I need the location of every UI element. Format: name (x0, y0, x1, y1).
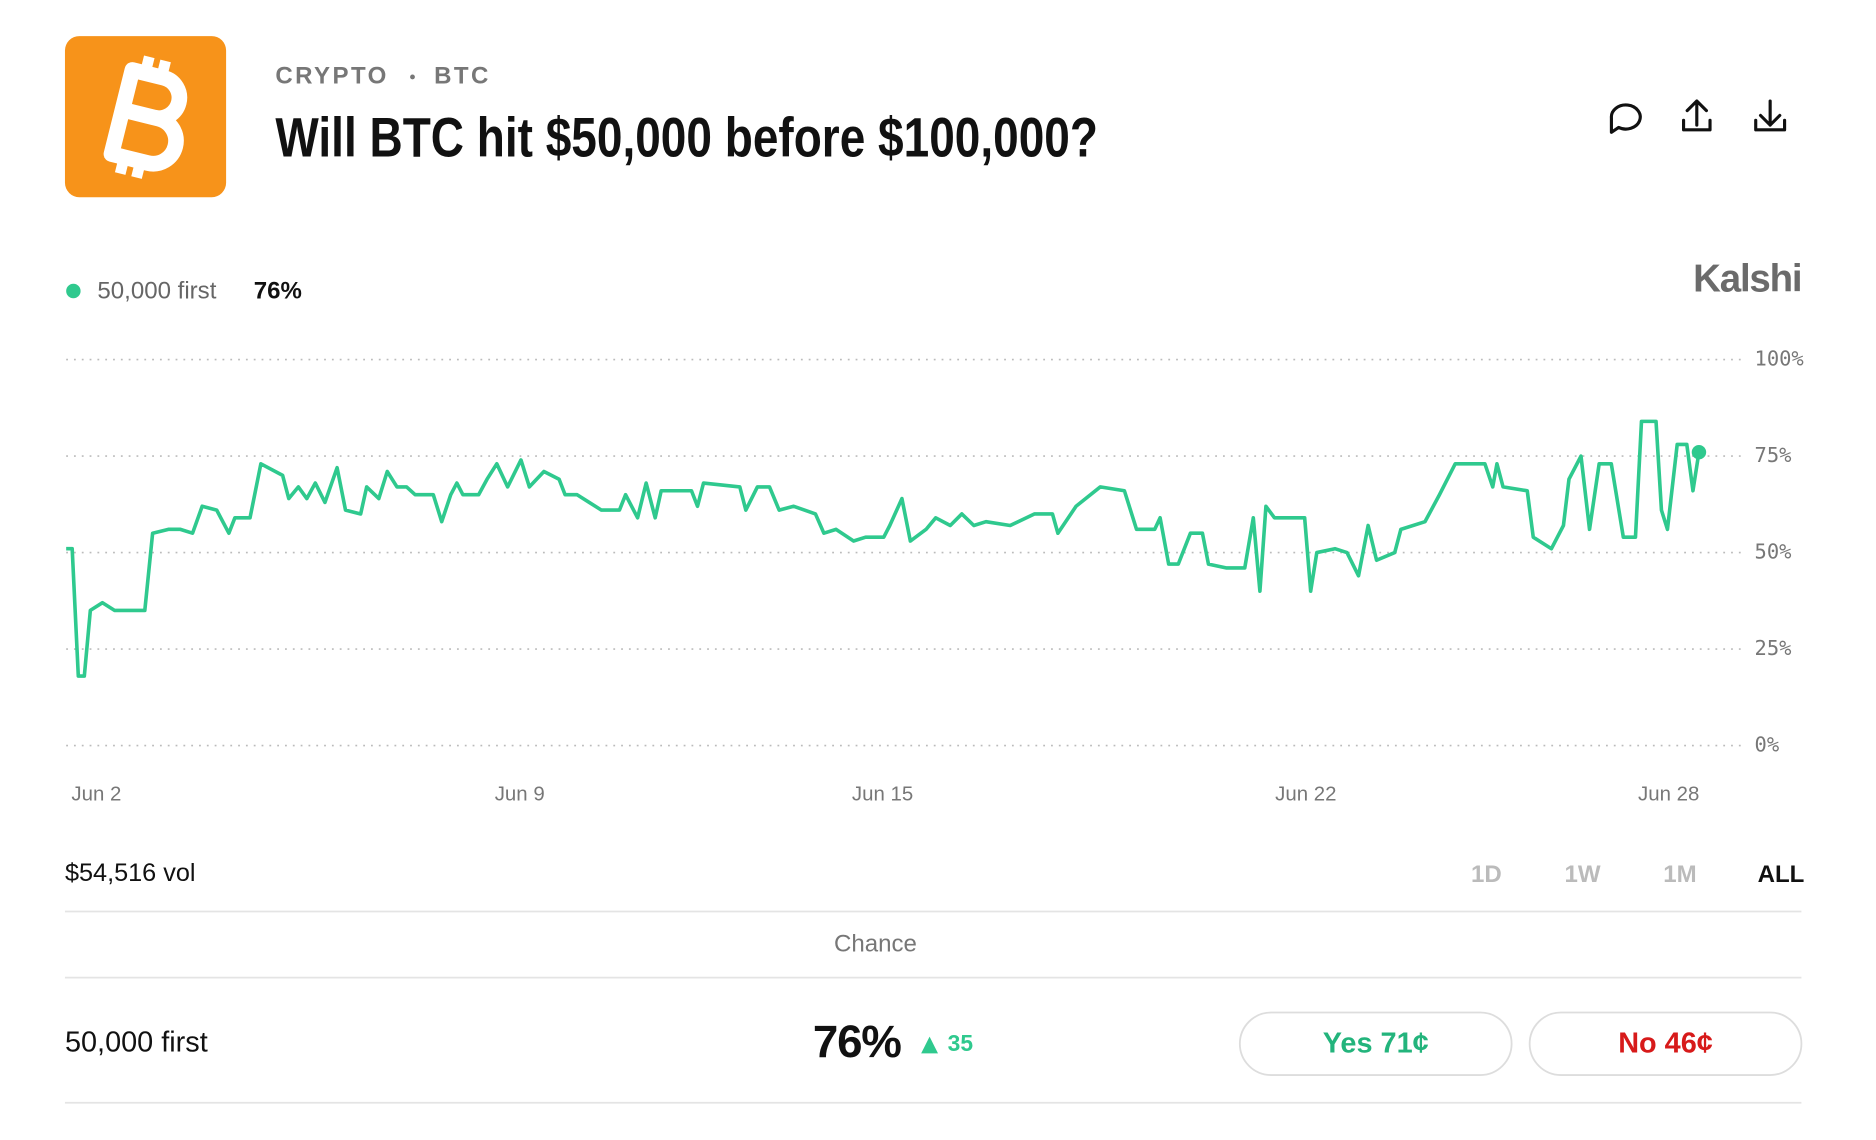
yes-label: Yes 71¢ (1323, 1028, 1429, 1060)
y-tick-label: 0% (1755, 733, 1780, 757)
table-header: Chance (834, 931, 917, 958)
comment-icon[interactable] (1609, 103, 1642, 134)
legend-dot (66, 283, 81, 299)
legend-label: 50,000 first (97, 278, 216, 305)
x-tick-label: Jun 2 (71, 782, 121, 805)
range-tab[interactable]: 1W (1565, 861, 1601, 888)
yes-button[interactable] (1238, 1011, 1513, 1076)
download-icon[interactable] (1754, 99, 1787, 132)
market-title: Will BTC hit $50,000 before $100,000? (275, 107, 1098, 169)
separator (410, 74, 415, 80)
series-line (66, 419, 1701, 678)
outcome-chance: 76% (813, 1016, 901, 1067)
y-tick-label: 75% (1755, 443, 1792, 467)
x-tick-label: Jun 15 (852, 782, 913, 805)
x-tick-label: Jun 9 (495, 782, 545, 805)
legend-value: 76% (254, 278, 302, 305)
volume: $54,516 vol (65, 859, 196, 887)
change: 35 (948, 1030, 974, 1056)
x-tick-label: Jun 28 (1638, 782, 1699, 805)
btc-glyph (103, 55, 188, 179)
up-arrow (921, 1036, 938, 1054)
range-tab[interactable]: 1M (1663, 861, 1696, 888)
no-button[interactable] (1528, 1011, 1803, 1076)
range-tabs: 1D 1W 1M ALL (1471, 861, 1804, 888)
ticker: BTC (434, 62, 491, 89)
y-tick-label: 50% (1755, 540, 1792, 564)
category: CRYPTO (275, 62, 388, 89)
no-label: No 46¢ (1618, 1028, 1713, 1060)
outcome-name: 50,000 first (65, 1026, 208, 1058)
plot: 0% 25% 50% 75% 100% Jun 2 Jun 9 Jun 15 Jun 22 Jun… (66, 347, 1804, 805)
y-tick-label: 100% (1755, 347, 1804, 371)
range-tab[interactable]: 1D (1471, 861, 1502, 888)
x-tick-label: Jun 22 (1275, 782, 1336, 805)
y-tick-label: 25% (1755, 636, 1792, 660)
share-icon[interactable] (1682, 99, 1712, 132)
end-dot (1691, 444, 1707, 460)
brand: Kalshi (1693, 258, 1801, 301)
range-tab[interactable]: ALL (1758, 861, 1805, 888)
